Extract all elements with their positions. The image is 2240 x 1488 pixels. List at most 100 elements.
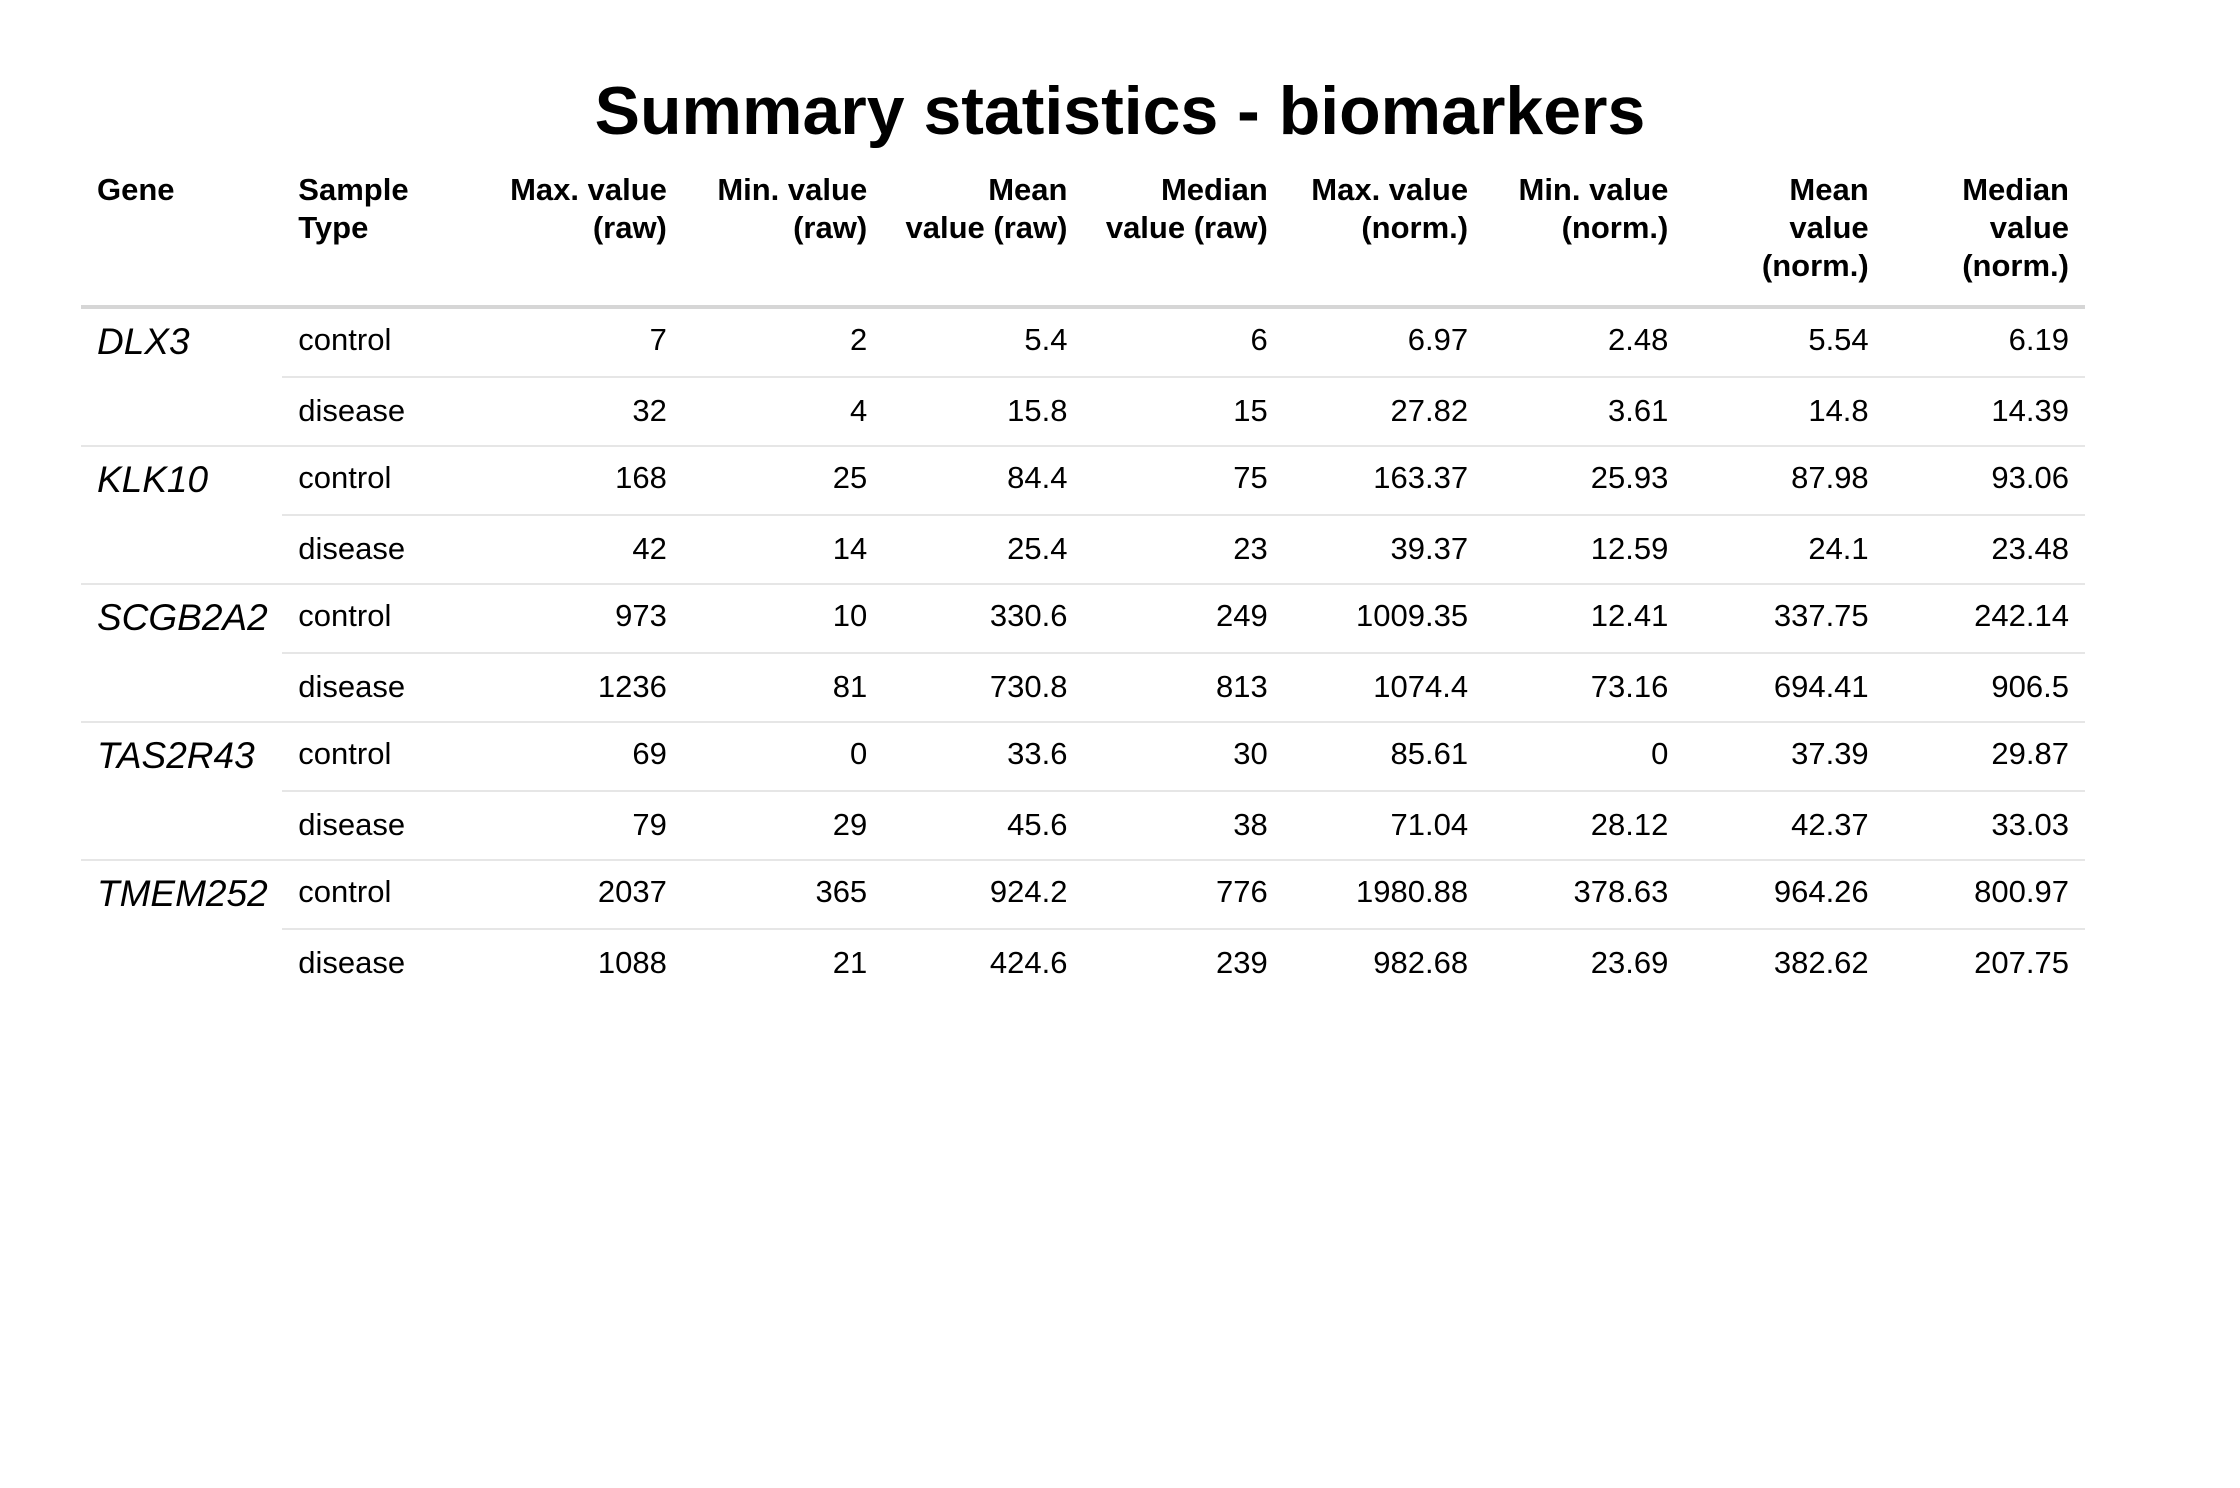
value-cell: 81 xyxy=(682,652,884,722)
value-cell: 24.1 xyxy=(1684,514,1885,584)
value-cell: 382.62 xyxy=(1684,928,1885,997)
value-cell: 15 xyxy=(1083,376,1284,446)
value-cell: 982.68 xyxy=(1283,928,1485,997)
value-cell: 424.6 xyxy=(883,928,1084,997)
value-cell: 87.98 xyxy=(1684,445,1885,515)
value-cell: 4 xyxy=(682,376,884,446)
value-cell: 38 xyxy=(1083,790,1284,860)
value-cell: 0 xyxy=(682,721,884,791)
value-cell: 39.37 xyxy=(1283,514,1485,584)
sample-type-cell: disease xyxy=(282,514,483,584)
value-cell: 73.16 xyxy=(1484,652,1685,722)
table-row: TMEM252 control 2037 365 924.2 776 1980.88 378.… xyxy=(81,859,2085,997)
summary-statistics-table: Gene Sample Type Max. value (raw) Min. valu… xyxy=(81,165,2085,997)
value-cell: 365 xyxy=(682,859,884,929)
column-header: Min. value (raw) xyxy=(682,165,884,309)
value-cell: 1074.4 xyxy=(1283,652,1485,722)
column-header: Max. value (norm.) xyxy=(1283,165,1485,309)
sample-type-cell: control xyxy=(282,583,483,653)
value-cell: 1236 xyxy=(482,652,683,722)
sample-type-cell: control xyxy=(298,322,392,357)
value-cell: 23 xyxy=(1083,514,1284,584)
value-cell: 21 xyxy=(682,928,884,997)
value-cell: 6.97 xyxy=(1407,322,1469,357)
table-row: disease 1236 81 730.8 813 1074.4 73.16 694.41 90… xyxy=(81,652,2085,722)
column-header: Mean value (raw) xyxy=(883,165,1084,309)
value-cell: 2037 xyxy=(482,859,683,929)
sample-type-cell: control xyxy=(282,721,483,791)
value-cell: 25.4 xyxy=(883,514,1084,584)
value-cell: 378.63 xyxy=(1484,859,1685,929)
value-cell: 14.8 xyxy=(1684,376,1885,446)
table-body: DLX3 control 7 2 5.4 6 6.97 2.48 5.54 6.19 disease… xyxy=(81,307,2085,997)
value-cell: 924.2 xyxy=(883,859,1084,929)
value-cell: 776 xyxy=(1083,859,1284,929)
value-cell: 29 xyxy=(682,790,884,860)
value-cell: 69 xyxy=(482,721,683,791)
value-cell: 249 xyxy=(1083,583,1284,653)
table-row: disease 1088 21 424.6 239 982.68 23.69 382.62 20… xyxy=(81,928,2085,997)
gene-name-cell: TAS2R43 xyxy=(81,721,283,860)
value-cell: 242.14 xyxy=(1884,583,2085,653)
value-cell: 6.19 xyxy=(2008,322,2069,357)
value-cell: 1088 xyxy=(482,928,683,997)
table-row: disease 32 4 15.8 15 27.82 3.61 14.8 14.39 xyxy=(81,376,2085,446)
gene-name-cell: KLK10 xyxy=(81,445,283,584)
sample-type-cell: control xyxy=(282,859,483,929)
value-cell: 29.87 xyxy=(1884,721,2085,791)
value-cell: 25 xyxy=(682,445,884,515)
value-cell: 23.69 xyxy=(1484,928,1685,997)
value-cell: 168 xyxy=(482,445,683,515)
value-cell: 800.97 xyxy=(1884,859,2085,929)
value-cell: 7 xyxy=(649,322,667,357)
value-cell: 33.6 xyxy=(883,721,1084,791)
value-cell: 730.8 xyxy=(883,652,1084,722)
sample-type-cell: disease xyxy=(282,376,483,446)
value-cell: 12.59 xyxy=(1484,514,1685,584)
value-cell: 10 xyxy=(682,583,884,653)
value-cell: 84.4 xyxy=(883,445,1084,515)
table-row: disease 42 14 25.4 23 39.37 12.59 24.1 23.48 xyxy=(81,514,2085,584)
table-row: DLX3 control 7 2 5.4 6 6.97 2.48 5.54 6.19 xyxy=(81,307,2085,377)
value-cell: 25.93 xyxy=(1484,445,1685,515)
column-header: Max. value (raw) xyxy=(482,165,683,309)
value-cell: 12.41 xyxy=(1484,583,1685,653)
column-header: Gene xyxy=(81,165,283,309)
column-header: Median value (norm.) xyxy=(1884,165,2085,309)
sample-type-cell: disease xyxy=(282,928,483,997)
value-cell: 239 xyxy=(1083,928,1284,997)
table-row: KLK10 control 168 25 84.4 75 163.37 25.93 87.98 9… xyxy=(81,445,2085,584)
value-cell: 5.54 xyxy=(1808,322,1869,357)
value-cell: 163.37 xyxy=(1283,445,1485,515)
value-cell: 3.61 xyxy=(1484,376,1685,446)
value-cell: 85.61 xyxy=(1283,721,1485,791)
gene-name-cell: TMEM252 xyxy=(81,859,283,997)
sample-type-cell: disease xyxy=(282,652,483,722)
value-cell: 75 xyxy=(1083,445,1284,515)
sample-type-cell: disease xyxy=(282,790,483,860)
value-cell: 906.5 xyxy=(1884,652,2085,722)
column-header: Min. value (norm.) xyxy=(1484,165,1685,309)
value-cell: 27.82 xyxy=(1283,376,1485,446)
value-cell: 964.26 xyxy=(1684,859,1885,929)
value-cell: 79 xyxy=(482,790,683,860)
summary-table-container: Gene Sample Type Max. value (raw) Min. valu… xyxy=(81,165,2085,997)
value-cell: 0 xyxy=(1484,721,1685,791)
value-cell: 2 xyxy=(849,322,868,357)
table-row: disease 79 29 45.6 38 71.04 28.12 42.37 33.03 xyxy=(81,790,2085,860)
table-row: SCGB2A2 control 973 10 330.6 249 1009.35 12.41 3… xyxy=(81,583,2085,722)
value-cell: 28.12 xyxy=(1484,790,1685,860)
value-cell: 37.39 xyxy=(1684,721,1885,791)
sample-type-cell: control xyxy=(282,445,483,515)
table-row: TAS2R43 control 69 0 33.6 30 85.61 0 37.39 29.87 xyxy=(81,721,2085,860)
value-cell: 1009.35 xyxy=(1283,583,1485,653)
value-cell: 973 xyxy=(482,583,683,653)
value-cell: 45.6 xyxy=(883,790,1084,860)
value-cell: 42.37 xyxy=(1684,790,1885,860)
value-cell: 207.75 xyxy=(1884,928,2085,997)
value-cell: 5.4 xyxy=(1024,322,1068,357)
value-cell: 694.41 xyxy=(1684,652,1885,722)
column-header: Sample Type xyxy=(282,165,483,309)
value-cell: 42 xyxy=(482,514,683,584)
column-header: Median value (raw) xyxy=(1083,165,1284,309)
